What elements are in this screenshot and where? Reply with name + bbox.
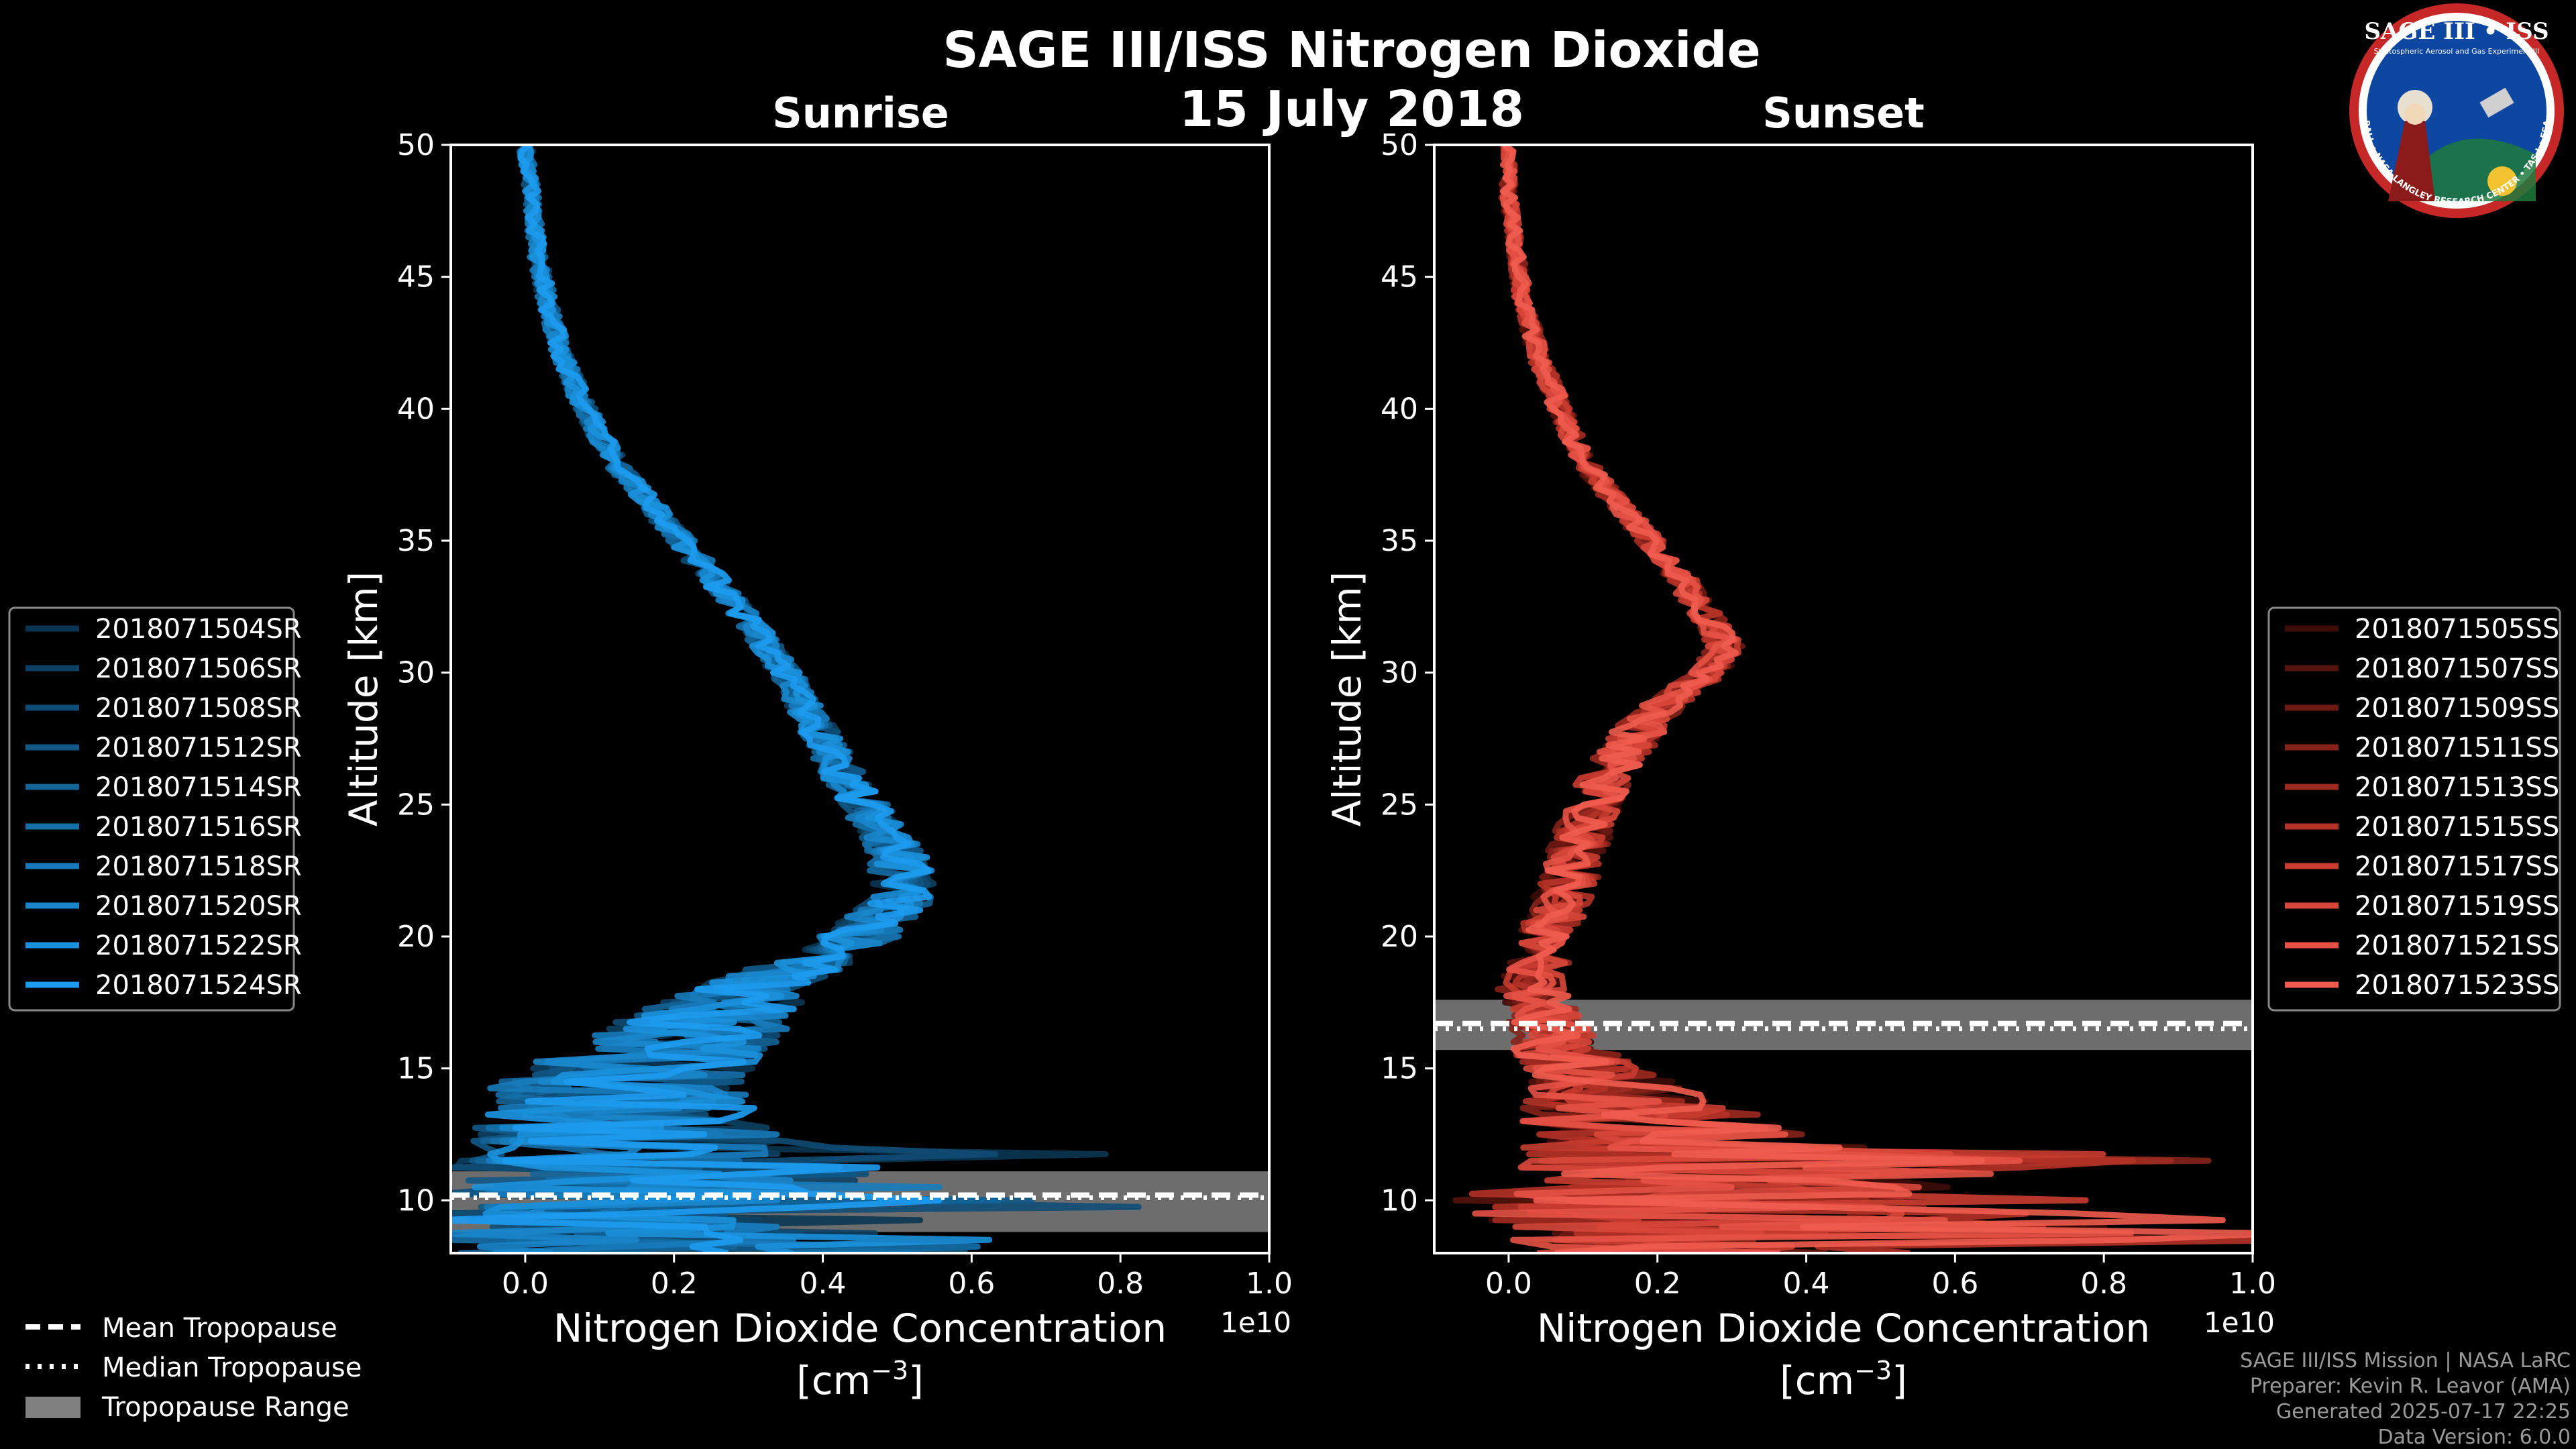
sunrise-ytick-label: 10 <box>397 1183 435 1218</box>
sunset-xtick-label: 0.4 <box>1783 1267 1830 1301</box>
logo-moon-icon <box>2487 166 2517 196</box>
sunrise-ytick-label: 30 <box>397 656 435 690</box>
sunset-plot-area <box>1434 145 2253 1253</box>
tropopause-range-swatch <box>25 1397 80 1418</box>
sunset-legend-label: 2018071519SS <box>2355 891 2559 922</box>
sunset-legend-label: 2018071513SS <box>2355 772 2559 803</box>
sunrise-legend: 2018071504SR 2018071506SR 2018071508SR 2018… <box>8 606 302 1012</box>
sunset-ytick-label: 10 <box>1381 1183 1418 1218</box>
sunrise-xtick-label: 0.6 <box>948 1267 995 1301</box>
sunset-legend-label: 2018071515SS <box>2355 812 2559 843</box>
sunset-xlabel-unit: [cm−3] <box>1780 1356 1907 1403</box>
sunrise-xtick-label: 0.2 <box>651 1267 698 1301</box>
logo-station-icon <box>2479 87 2514 118</box>
sunrise-ytick-label: 40 <box>397 392 435 426</box>
sunset-offset-text: 1e10 <box>2204 1306 2275 1339</box>
sunset-legend-label: 2018071517SS <box>2355 851 2559 882</box>
logo-figure-head-icon <box>2404 103 2426 125</box>
sunrise-axes-frame <box>449 144 1271 1254</box>
sunset-legend: 2018071505SS 2018071507SS 2018071509SS 2018… <box>2267 606 2561 1012</box>
logo-figure-icon <box>2388 121 2435 201</box>
sunset-ylabel: Altitude [km] <box>1324 572 1370 826</box>
sunset-xtick-label: 0.8 <box>2080 1267 2127 1301</box>
sunset-xtick-label: 1.0 <box>2229 1267 2276 1301</box>
sunrise-panel: 0.0 0.2 0.4 0.6 0.8 1.0 10 15 20 25 30 35 40 45 50 1e10… <box>341 128 1293 1403</box>
sunset-ytick-label: 45 <box>1381 260 1418 294</box>
sunrise-panel-title: Sunrise <box>772 89 949 138</box>
sunset-ytick-label: 15 <box>1381 1052 1418 1086</box>
sunrise-ytick-label: 25 <box>397 788 435 822</box>
sunset-panel-title: Sunset <box>1762 89 1925 138</box>
sage-iii-iss-logo: SAGE III • ISS Stratospheric Aerosol and… <box>2349 3 2564 218</box>
sunrise-legend-label: 2018071518SR <box>95 851 302 882</box>
sunrise-ylabel: Altitude [km] <box>341 572 386 826</box>
footer-data-version: Data Version: 6.0.0 <box>2378 1426 2571 1449</box>
tropopause-legend: Mean Tropopause Median Tropopause Tropop… <box>25 1313 362 1423</box>
sunrise-legend-label: 2018071508SR <box>95 693 302 724</box>
sunset-legend-label: 2018071523SS <box>2355 970 2559 1001</box>
figure-date: 15 July 2018 <box>1179 80 1524 138</box>
sunrise-ytick-label: 35 <box>397 524 435 558</box>
sunrise-offset-text: 1e10 <box>1220 1306 1291 1339</box>
sunset-panel: 0.0 0.2 0.4 0.6 0.8 1.0 10 15 20 25 30 35 40 45 50 1e10… <box>1324 128 2276 1403</box>
sunset-legend-label: 2018071507SS <box>2355 653 2559 684</box>
sunrise-ytick-label: 20 <box>397 920 435 954</box>
sunrise-legend-label: 2018071524SR <box>95 970 302 1001</box>
sunset-xlabel: Nitrogen Dioxide Concentration <box>1537 1305 2150 1351</box>
sunrise-legend-label: 2018071504SR <box>95 614 302 645</box>
sunset-xtick-label: 0.0 <box>1485 1267 1532 1301</box>
sunset-ytick-label: 40 <box>1381 392 1418 426</box>
sunset-legend-frame <box>2267 606 2561 1012</box>
tropopause-range-label: Tropopause Range <box>101 1392 350 1423</box>
sunrise-xtick-label: 0.0 <box>502 1267 549 1301</box>
sunrise-legend-label: 2018071514SR <box>95 772 302 803</box>
median-tropopause-label: Median Tropopause <box>102 1352 362 1383</box>
sunrise-legend-frame <box>8 606 295 1012</box>
mean-tropopause-label: Mean Tropopause <box>102 1313 337 1344</box>
sunrise-xlabel-unit: [cm−3] <box>796 1356 924 1403</box>
sunset-legend-label: 2018071505SS <box>2355 614 2559 645</box>
sunrise-legend-label: 2018071516SR <box>95 812 302 843</box>
sunset-ytick-label: 20 <box>1381 920 1418 954</box>
footer-preparer: Preparer: Kevin R. Leavor (AMA) <box>2250 1375 2571 1398</box>
sunrise-ytick-label: 50 <box>397 128 435 162</box>
sunrise-ytick-label: 45 <box>397 260 435 294</box>
sunrise-xtick-label: 0.4 <box>800 1267 847 1301</box>
sunset-axes-frame <box>1433 144 2254 1254</box>
logo-title: SAGE III • ISS <box>2364 18 2548 45</box>
sunrise-legend-label: 2018071520SR <box>95 891 302 922</box>
sunrise-legend-label: 2018071522SR <box>95 930 302 961</box>
sunrise-series-2018071524SR <box>451 145 943 1253</box>
sunset-ytick-label: 35 <box>1381 524 1418 558</box>
sunset-ytick-label: 25 <box>1381 788 1418 822</box>
sunrise-xtick-label: 1.0 <box>1246 1267 1293 1301</box>
sunrise-ytick-label: 15 <box>397 1052 435 1086</box>
figure-title: SAGE III/ISS Nitrogen Dioxide <box>943 21 1760 79</box>
sunrise-xlabel: Nitrogen Dioxide Concentration <box>553 1305 1167 1351</box>
sunrise-plot-area <box>451 145 1269 1253</box>
footer-credits: SAGE III/ISS Mission | NASA LaRC Prepare… <box>2240 1349 2571 1449</box>
logo-subtitle: Stratospheric Aerosol and Gas Experiment… <box>2374 47 2540 56</box>
footer-mission: SAGE III/ISS Mission | NASA LaRC <box>2240 1349 2571 1373</box>
sunset-xtick-label: 0.2 <box>1634 1267 1681 1301</box>
sunset-legend-label: 2018071509SS <box>2355 693 2559 724</box>
sunset-legend-label: 2018071511SS <box>2355 733 2559 763</box>
sunset-xtick-label: 0.6 <box>1931 1267 1978 1301</box>
footer-generated: Generated 2025-07-17 22:25 <box>2276 1400 2571 1424</box>
sunrise-legend-label: 2018071512SR <box>95 733 302 763</box>
sunset-ytick-label: 30 <box>1381 656 1418 690</box>
sunset-legend-label: 2018071521SS <box>2355 930 2559 961</box>
sunrise-xtick-label: 0.8 <box>1097 1267 1144 1301</box>
sunset-ytick-label: 50 <box>1381 128 1418 162</box>
sunrise-legend-label: 2018071506SR <box>95 653 302 684</box>
sunset-series-2018071523SS <box>1499 145 2253 1253</box>
